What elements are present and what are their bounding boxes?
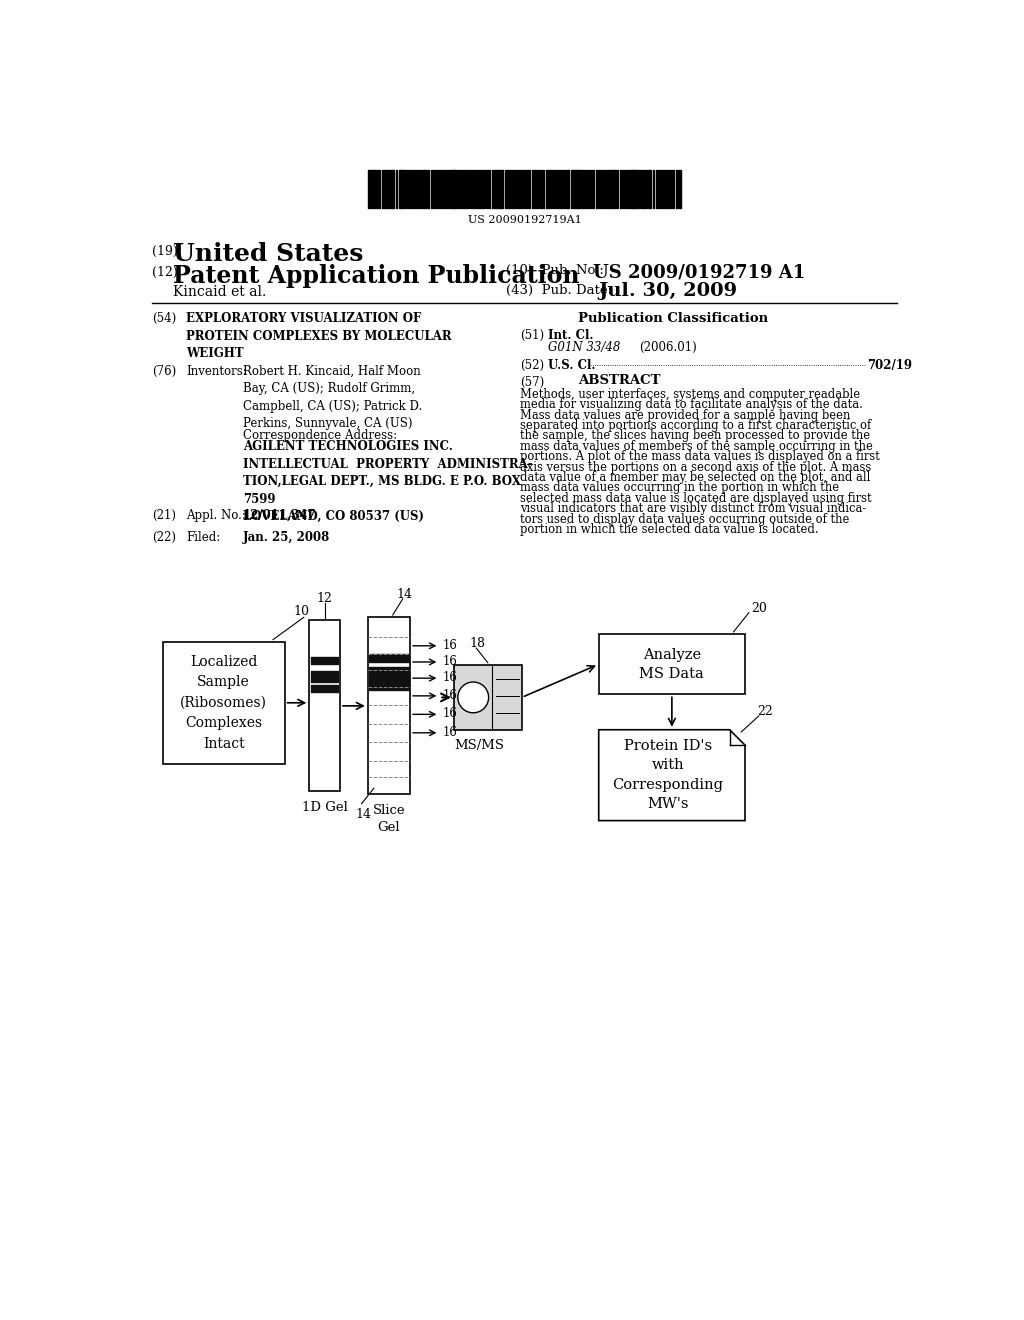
Text: (2006.01): (2006.01) — [640, 341, 697, 354]
Text: Jul. 30, 2009: Jul. 30, 2009 — [599, 281, 738, 300]
Text: (19): (19) — [153, 244, 178, 257]
Text: Patent Application Publication: Patent Application Publication — [173, 264, 580, 288]
Text: (51): (51) — [520, 330, 545, 342]
Text: separated into portions according to a first characteristic of: separated into portions according to a f… — [520, 418, 871, 432]
Text: axis versus the portions on a second axis of the plot. A mass: axis versus the portions on a second axi… — [520, 461, 871, 474]
Text: Protein ID's
with
Corresponding
MW's: Protein ID's with Corresponding MW's — [612, 739, 724, 812]
FancyBboxPatch shape — [309, 620, 340, 792]
FancyBboxPatch shape — [163, 642, 285, 763]
Text: US 2009/0192719 A1: US 2009/0192719 A1 — [593, 264, 805, 282]
Text: (52): (52) — [520, 359, 545, 372]
Text: (21): (21) — [153, 508, 176, 521]
Polygon shape — [599, 730, 745, 821]
Text: Localized
Sample
(Ribosomes)
Complexes
Intact: Localized Sample (Ribosomes) Complexes I… — [180, 655, 267, 751]
Text: (10)  Pub. No.:: (10) Pub. No.: — [506, 264, 604, 277]
Text: 12/011,347: 12/011,347 — [243, 508, 316, 521]
Text: 22: 22 — [758, 705, 773, 718]
Text: 14: 14 — [356, 808, 372, 821]
Text: United States: United States — [173, 242, 364, 265]
Text: Jan. 25, 2008: Jan. 25, 2008 — [243, 531, 330, 544]
Text: media for visualizing data to facilitate analysis of the data.: media for visualizing data to facilitate… — [520, 399, 863, 412]
Text: Inventors:: Inventors: — [186, 364, 247, 378]
Text: US 20090192719A1: US 20090192719A1 — [468, 215, 582, 224]
Text: Correspondence Address:: Correspondence Address: — [243, 429, 397, 442]
Text: 16: 16 — [442, 655, 458, 668]
Text: Slice
Gel: Slice Gel — [373, 804, 406, 834]
Text: Methods, user interfaces, systems and computer readable: Methods, user interfaces, systems and co… — [520, 388, 860, 401]
Circle shape — [458, 682, 488, 713]
Text: Kincaid et al.: Kincaid et al. — [173, 285, 266, 298]
Text: 16: 16 — [442, 726, 458, 739]
FancyBboxPatch shape — [368, 618, 410, 795]
Text: ABSTRACT: ABSTRACT — [578, 374, 660, 387]
Text: portion in which the selected data value is located.: portion in which the selected data value… — [520, 523, 819, 536]
Text: Mass data values are provided for a sample having been: Mass data values are provided for a samp… — [520, 409, 851, 421]
FancyBboxPatch shape — [599, 635, 745, 694]
Text: 16: 16 — [442, 689, 458, 702]
Text: 10: 10 — [294, 605, 309, 618]
Text: (57): (57) — [520, 376, 545, 388]
Text: 16: 16 — [442, 708, 458, 721]
Text: data value of a member may be selected on the plot, and all: data value of a member may be selected o… — [520, 471, 870, 484]
Text: U.S. Cl.: U.S. Cl. — [548, 359, 595, 372]
Text: Robert H. Kincaid, Half Moon
Bay, CA (US); Rudolf Grimm,
Campbell, CA (US); Patr: Robert H. Kincaid, Half Moon Bay, CA (US… — [243, 364, 422, 430]
Text: (43)  Pub. Date:: (43) Pub. Date: — [506, 284, 612, 297]
Text: (76): (76) — [153, 364, 176, 378]
Text: AGILENT TECHNOLOGIES INC.
INTELLECTUAL  PROPERTY  ADMINISTRA-
TION,LEGAL DEPT., : AGILENT TECHNOLOGIES INC. INTELLECTUAL P… — [243, 441, 532, 523]
Text: 14: 14 — [396, 587, 413, 601]
Text: 16: 16 — [442, 639, 458, 652]
Text: Analyze
MS Data: Analyze MS Data — [640, 648, 705, 681]
Text: (22): (22) — [153, 531, 176, 544]
Text: 12: 12 — [316, 593, 333, 606]
Text: Filed:: Filed: — [186, 531, 220, 544]
FancyBboxPatch shape — [454, 665, 521, 730]
Text: visual indicators that are visibly distinct from visual indica-: visual indicators that are visibly disti… — [520, 502, 866, 515]
Text: 16: 16 — [442, 671, 458, 684]
Text: 1D Gel: 1D Gel — [302, 800, 347, 813]
Text: mass data values occurring in the portion in which the: mass data values occurring in the portio… — [520, 482, 840, 495]
Text: mass data values of members of the sample occurring in the: mass data values of members of the sampl… — [520, 440, 873, 453]
Text: 702/19: 702/19 — [867, 359, 912, 372]
Text: portions. A plot of the mass data values is displayed on a first: portions. A plot of the mass data values… — [520, 450, 880, 463]
Text: Int. Cl.: Int. Cl. — [548, 330, 593, 342]
Text: selected mass data value is located are displayed using first: selected mass data value is located are … — [520, 492, 871, 504]
Text: Appl. No.:: Appl. No.: — [186, 508, 246, 521]
Text: Publication Classification: Publication Classification — [578, 313, 768, 326]
Text: the sample, the slices having been processed to provide the: the sample, the slices having been proce… — [520, 429, 870, 442]
Text: 20: 20 — [752, 602, 767, 615]
Text: EXPLORATORY VISUALIZATION OF
PROTEIN COMPLEXES BY MOLECULAR
WEIGHT: EXPLORATORY VISUALIZATION OF PROTEIN COM… — [186, 313, 452, 360]
Text: 18: 18 — [469, 638, 485, 649]
Text: (12): (12) — [153, 267, 178, 280]
Text: MS/MS: MS/MS — [455, 739, 505, 752]
Text: (54): (54) — [153, 313, 176, 326]
Text: G01N 33/48: G01N 33/48 — [548, 341, 621, 354]
Text: tors used to display data values occurring outside of the: tors used to display data values occurri… — [520, 512, 850, 525]
